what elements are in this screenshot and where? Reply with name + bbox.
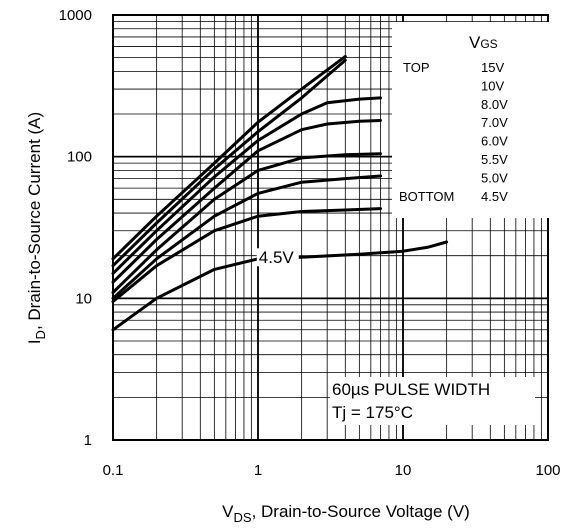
y-tick-labels: 1 10 100 1000 xyxy=(59,7,92,449)
y-axis-label-sub: D xyxy=(33,330,48,339)
legend-bottom-label: BOTTOM xyxy=(399,189,454,204)
legend-title-sub: GS xyxy=(480,37,497,51)
legend-entry: 8.0V xyxy=(481,97,508,112)
vgs-curve-4 xyxy=(113,121,381,283)
x-axis-label-rest: , Drain-to-Source Voltage (V) xyxy=(252,502,470,521)
legend-entry: 7.0V xyxy=(481,115,508,130)
y-tick-label: 10 xyxy=(75,290,92,307)
x-tick-label: 1 xyxy=(254,462,262,479)
legend: VGS TOP BOTTOM 15V 10V 8.0V 7.0V 6.0V 5.5V 5.0… xyxy=(392,22,550,218)
vgs-curve-5 xyxy=(113,154,381,293)
test-conditions: 60µs PULSE WIDTH Tj = 175°C xyxy=(330,377,535,425)
y-axis-label: ID, Drain-to-Source Current (A) xyxy=(25,112,48,344)
x-tick-label: 10 xyxy=(395,462,412,479)
x-tick-label: 100 xyxy=(535,462,560,479)
x-axis-label: VDS, Drain-to-Source Voltage (V) xyxy=(222,502,470,525)
y-axis-label-rest: , Drain-to-Source Current (A) xyxy=(25,112,44,330)
x-axis-label-main: V xyxy=(222,502,234,521)
legend-entry: 5.0V xyxy=(481,170,508,185)
legend-entry: 15V xyxy=(481,60,504,75)
legend-entry: 4.5V xyxy=(481,189,508,204)
vgs-curve-6 xyxy=(113,176,381,298)
legend-entry: 5.5V xyxy=(481,152,508,167)
curve-annotation: 4.5V xyxy=(257,248,299,267)
pulse-width-note: 60µs PULSE WIDTH xyxy=(332,380,490,399)
legend-top-label: TOP xyxy=(403,60,430,75)
junction-temperature-note: Tj = 175°C xyxy=(332,403,413,422)
y-tick-label: 1 xyxy=(84,432,92,449)
legend-title-main: V xyxy=(469,33,481,52)
y-tick-label: 100 xyxy=(67,149,92,166)
legend-entry: 10V xyxy=(481,78,504,93)
x-tick-label: 0.1 xyxy=(103,462,124,479)
curve-label-4-5v: 4.5V xyxy=(259,248,295,267)
x-axis-label-sub: DS xyxy=(234,510,252,525)
y-tick-label: 1000 xyxy=(59,7,92,24)
x-tick-labels: 0.1 1 10 100 xyxy=(103,462,561,479)
legend-entry: 6.0V xyxy=(481,134,508,149)
